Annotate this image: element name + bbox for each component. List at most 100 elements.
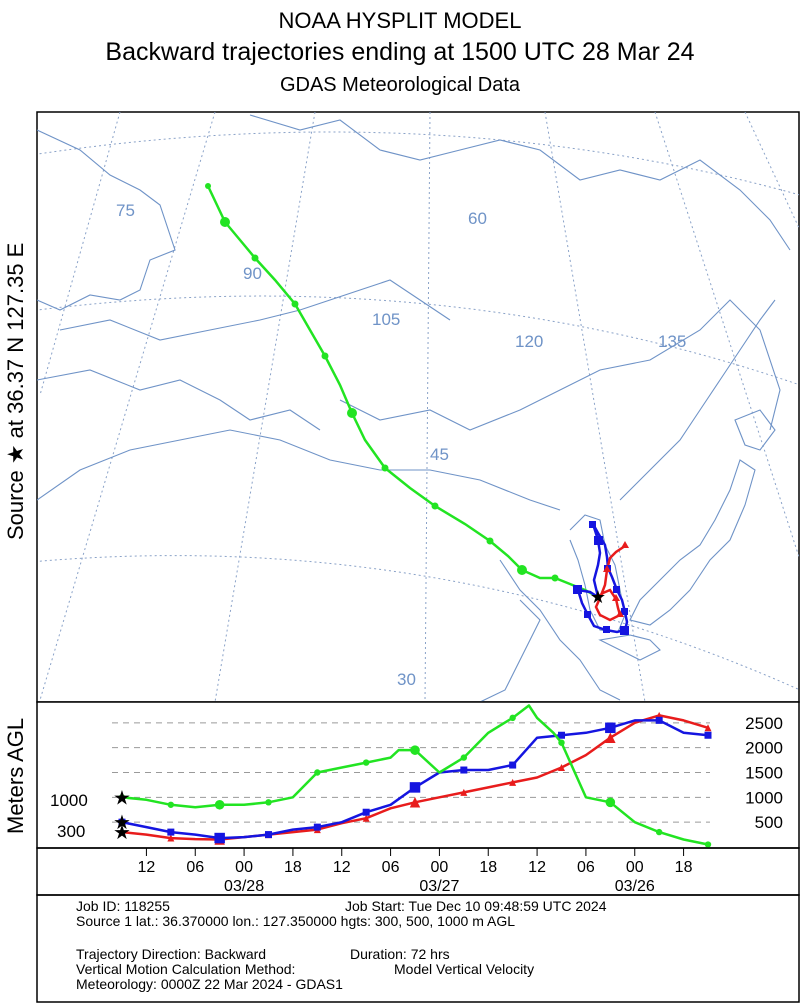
start-height-label-300: 300 xyxy=(57,822,85,841)
lat-label-60: 60 xyxy=(468,209,487,228)
data-point-1000m xyxy=(265,799,272,806)
profile-series-layer xyxy=(118,704,712,848)
coastline-yellow-sea xyxy=(479,599,541,702)
date-label: 03/26 xyxy=(615,878,655,895)
data-point-1000m xyxy=(214,799,225,810)
map-point-1000m xyxy=(431,502,439,510)
data-point-500m xyxy=(167,828,175,836)
coastline-west xyxy=(37,129,176,311)
y-tick-label-1500: 1500 xyxy=(745,764,783,783)
time-tick-label: 18 xyxy=(284,859,302,876)
data-point-500m xyxy=(558,731,565,739)
lon-label-75: 75 xyxy=(116,201,135,220)
time-tick-label: 06 xyxy=(382,859,400,876)
map-point-500m xyxy=(584,611,591,618)
lon-label-135: 135 xyxy=(658,332,686,351)
graticule-lat-45 xyxy=(37,295,799,386)
start-height-label-1000: 1000 xyxy=(50,791,88,810)
map-point-1000m xyxy=(220,217,230,227)
coastline-china-east xyxy=(499,559,621,701)
data-point-300m xyxy=(362,814,370,822)
data-point-300m xyxy=(118,828,126,836)
job-start: Job Start: Tue Dec 10 09:48:59 UTC 2024 xyxy=(345,898,607,914)
y-tick-label-2500: 2500 xyxy=(745,714,783,733)
map-trajectory-300m xyxy=(594,544,626,622)
coastline-arctic xyxy=(249,114,791,251)
map-point-500m xyxy=(603,626,610,633)
time-tick-label: 12 xyxy=(333,859,351,876)
data-point-1000m xyxy=(605,797,616,808)
time-tick-label: 18 xyxy=(675,859,693,876)
data-point-500m xyxy=(460,766,468,774)
trajectory-map: 75 90 105 120 135 60 45 30 xyxy=(36,111,800,703)
map-point-1000m xyxy=(551,574,559,582)
coastline-japan-honshu xyxy=(629,459,756,626)
border-mongolia xyxy=(339,299,781,431)
start-star-icon-1000m: ★ xyxy=(113,787,131,809)
data-point-500m xyxy=(265,831,272,839)
graticule-lat-60 xyxy=(37,131,799,196)
graticule-lat-30 xyxy=(37,555,799,691)
meteorology: Meteorology: 0000Z 22 Mar 2024 - GDAS1 xyxy=(76,976,343,992)
data-point-500m xyxy=(313,823,321,831)
data-point-1000m xyxy=(118,794,126,801)
graticule-lon-150 xyxy=(744,112,799,230)
info-box-frame xyxy=(36,894,800,1003)
map-point-300m xyxy=(612,594,620,601)
map-point-500m xyxy=(594,536,603,545)
start-star-icon-500m: ★ xyxy=(113,812,131,834)
data-point-300m xyxy=(558,764,565,772)
profile-frame xyxy=(36,701,800,849)
source-line: Source 1 lat.: 36.370000 lon.: 127.35000… xyxy=(76,913,515,929)
data-point-300m xyxy=(605,732,616,743)
data-point-1000m xyxy=(167,801,175,808)
data-point-1000m xyxy=(410,745,420,755)
map-trajectory-markers: ★ xyxy=(205,183,629,635)
map-point-500m xyxy=(620,626,629,635)
graticule-lon-135 xyxy=(654,112,799,559)
data-point-1000m xyxy=(509,714,516,722)
map-frame xyxy=(36,111,800,703)
profile-y-tick-labels: 500 1000 1500 2000 2500 xyxy=(745,714,783,832)
map-point-500m xyxy=(589,521,596,528)
map-point-1000m xyxy=(517,565,527,575)
graticule-lon-75 xyxy=(39,112,216,701)
start-star-icon-300m: ★ xyxy=(113,822,131,844)
data-point-300m xyxy=(409,797,421,808)
map-land-outlines xyxy=(37,114,791,702)
map-point-500m xyxy=(613,586,620,593)
map-point-1000m xyxy=(291,300,299,308)
lat-label-45: 45 xyxy=(430,445,449,464)
coastline-kyushu xyxy=(598,634,661,661)
map-point-300m xyxy=(616,610,624,617)
data-point-500m xyxy=(704,731,712,739)
lat-label-30: 30 xyxy=(397,670,416,689)
date-label: 03/27 xyxy=(419,878,459,895)
map-point-1000m xyxy=(205,183,211,189)
data-point-500m xyxy=(509,761,517,769)
data-point-1000m xyxy=(655,828,663,836)
y-tick-label-500: 500 xyxy=(755,813,783,832)
map-point-300m xyxy=(603,565,611,572)
data-point-1000m xyxy=(362,759,370,766)
profile-start-markers: ★★★ xyxy=(113,787,131,844)
model-title: NOAA HYSPLIT MODEL xyxy=(278,8,522,33)
border-china-north xyxy=(37,429,561,511)
time-tick-label: 00 xyxy=(235,859,253,876)
data-point-500m xyxy=(362,808,370,816)
data-point-1000m xyxy=(704,841,712,848)
map-point-1000m xyxy=(251,254,259,262)
time-tick-label: 00 xyxy=(626,859,644,876)
date-label: 03/28 xyxy=(224,878,264,895)
data-point-1000m xyxy=(558,739,565,746)
map-point-500m xyxy=(621,608,628,615)
time-axis: 12 06 00 03/28 18 12 06 00 03/27 18 12 06 00 03/26 18 xyxy=(36,847,800,896)
data-point-300m xyxy=(167,834,175,842)
time-tick-label: 00 xyxy=(431,859,449,876)
y-tick-label-1000: 1000 xyxy=(745,788,783,807)
map-point-300m xyxy=(621,541,629,548)
coastline-hokkaido xyxy=(734,409,776,451)
data-point-300m xyxy=(704,724,712,732)
chart-subtitle: GDAS Meteorological Data xyxy=(279,74,521,96)
